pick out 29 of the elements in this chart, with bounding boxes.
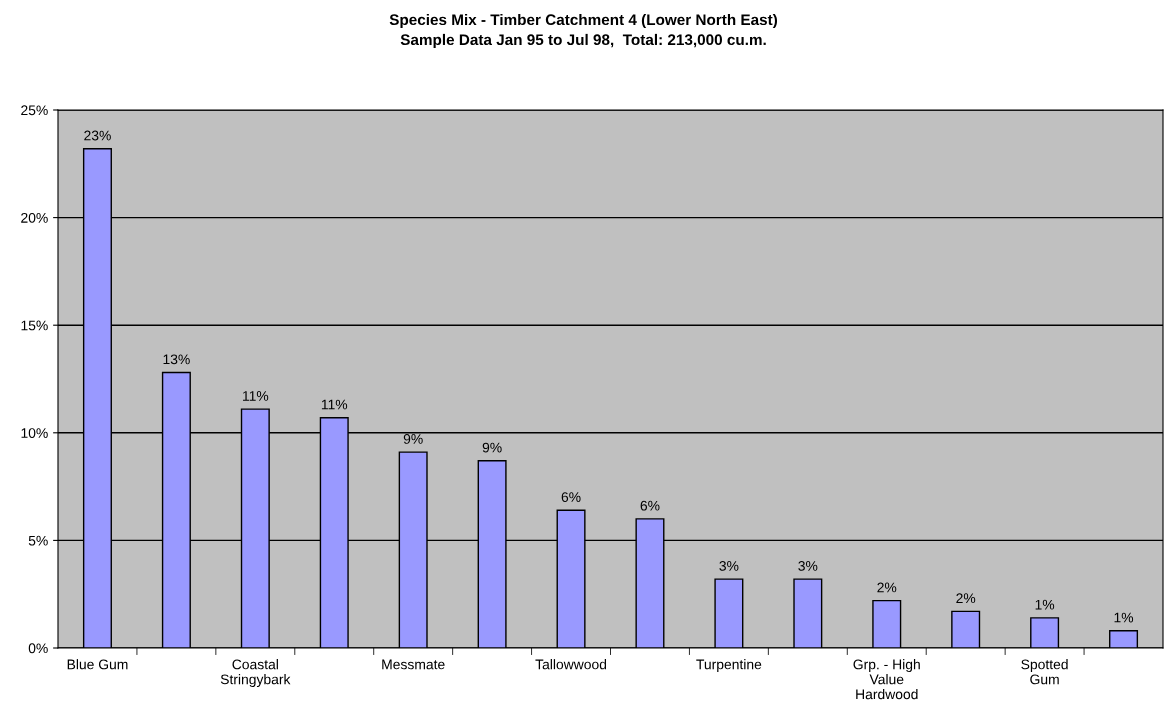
y-tick-label: 25%: [21, 105, 48, 116]
data-label: 2%: [877, 582, 897, 593]
data-label: 23%: [84, 130, 111, 141]
data-label: 6%: [640, 500, 660, 511]
y-tick-label: 0%: [28, 643, 48, 654]
x-tick-label: Tallowwood: [535, 659, 607, 670]
x-tick-label: Messmate: [382, 659, 445, 670]
x-tick-label: Turpentine: [696, 659, 762, 673]
x-tick-label: Blue Gum: [67, 659, 128, 670]
chart-subtitle: Sample Data Jan 95 to Jul 98, Total: 213,000 cu.m.: [400, 33, 766, 49]
x-tick-label: Grp. - High Value Hardwood: [853, 659, 920, 700]
x-tick-label: Coastal Stringybark: [220, 659, 291, 688]
data-label: 11%: [242, 391, 269, 401]
chart-title: Species Mix - Timber Catchment 4 (Lower North East): [389, 13, 778, 29]
data-label: 9%: [482, 442, 502, 453]
y-tick-label: 5%: [28, 535, 48, 546]
x-tick-label: Spotted Gum: [1021, 659, 1068, 685]
data-label: 1%: [1035, 599, 1055, 610]
data-label: 6%: [561, 492, 581, 502]
data-label: 11%: [321, 399, 348, 410]
y-tick-label: 20%: [21, 212, 48, 223]
data-label: 13%: [163, 354, 190, 365]
data-label: 3%: [719, 561, 739, 571]
data-label: 1%: [1114, 612, 1134, 623]
data-label: 3%: [798, 561, 818, 571]
data-label: 9%: [403, 434, 423, 444]
data-label: 2%: [956, 593, 976, 604]
y-tick-label: 10%: [21, 428, 48, 438]
y-tick-label: 15%: [21, 320, 48, 331]
